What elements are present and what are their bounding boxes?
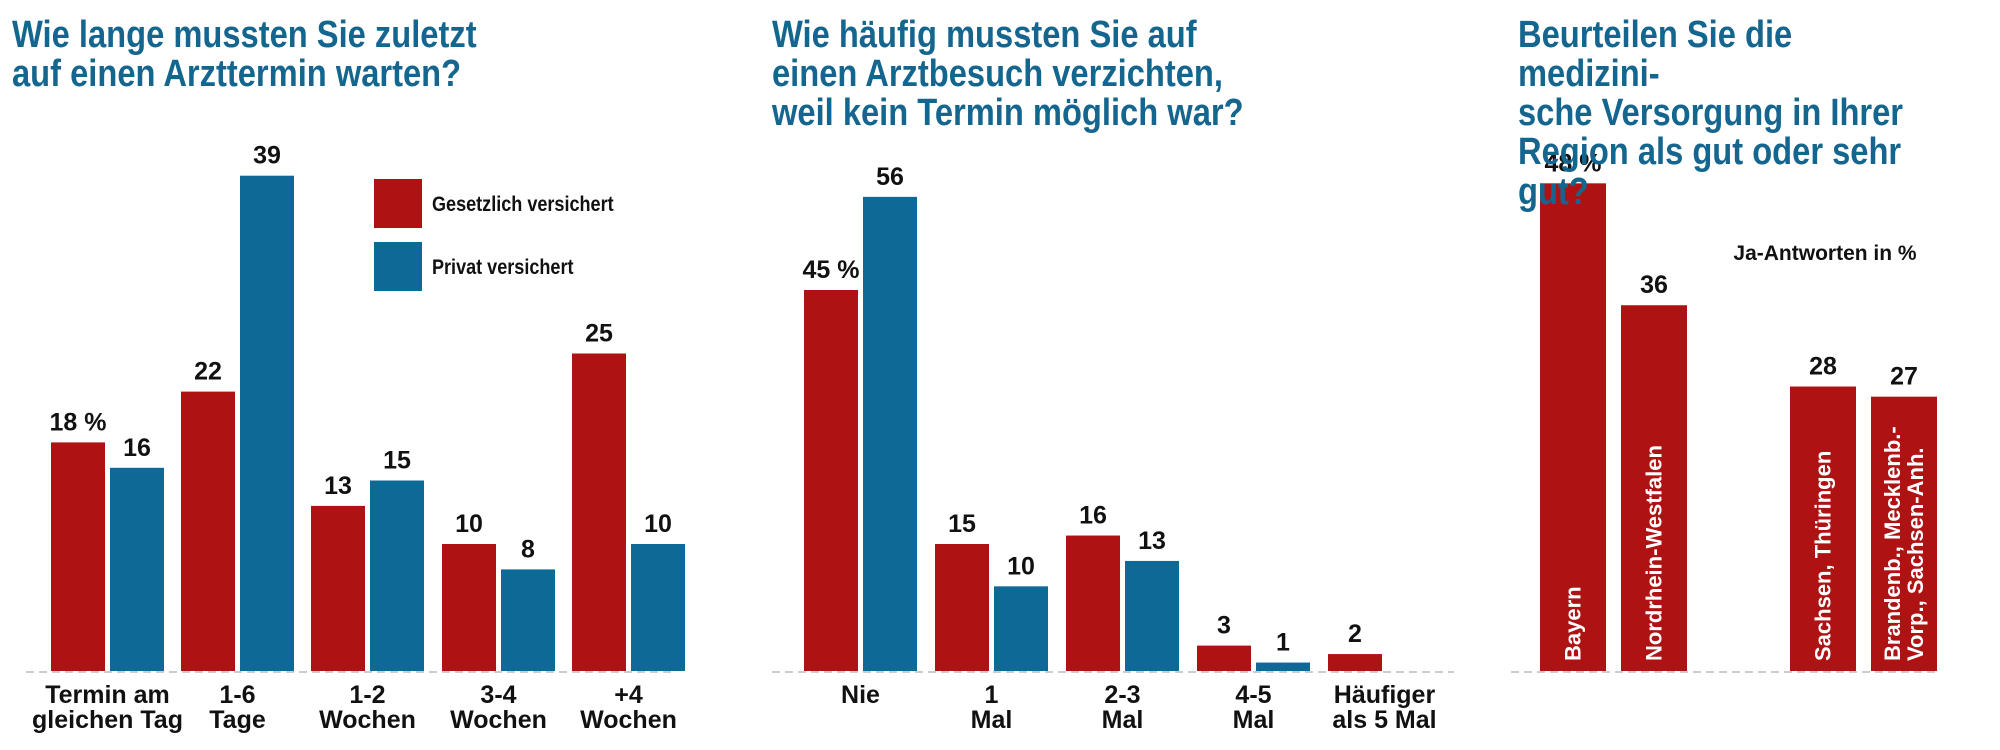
value-label: 8 xyxy=(521,535,535,563)
bar xyxy=(51,442,105,671)
bar xyxy=(572,353,626,671)
legend-swatch xyxy=(374,242,422,291)
value-label: 18 % xyxy=(50,408,107,436)
bar xyxy=(863,196,917,671)
value-label: 3 xyxy=(1217,612,1231,640)
value-label: 13 xyxy=(1138,527,1166,555)
value-label: 1 xyxy=(1276,629,1290,657)
legend-label: Gesetzlich versichert xyxy=(432,193,614,217)
value-label: 22 xyxy=(194,358,222,386)
value-label: 25 xyxy=(585,320,613,348)
value-label: 10 xyxy=(455,510,483,538)
value-label: 13 xyxy=(324,472,352,500)
x-tick-label: Termin am gleichen Tag xyxy=(32,681,183,734)
chart-title: Wie häufig mussten Sie auf einen Arztbes… xyxy=(772,14,1244,135)
bar xyxy=(1621,305,1687,671)
x-tick-label: Sachsen, Thüringen xyxy=(1810,450,1836,661)
bar xyxy=(994,586,1048,671)
bar xyxy=(501,569,555,671)
bar xyxy=(1871,396,1937,671)
x-tick-label: Brandenb., Mecklenb.- Vorp., Sachsen-Anh… xyxy=(1879,426,1928,661)
bar xyxy=(1125,560,1179,671)
value-label: 15 xyxy=(948,510,976,538)
legend-label: Privat versichert xyxy=(432,256,574,280)
x-tick-label: 3-4 Wochen xyxy=(450,681,547,734)
value-label: 10 xyxy=(1007,552,1035,580)
legend-swatch xyxy=(374,179,422,228)
x-tick-label: Häufiger als 5 Mal xyxy=(1332,681,1437,734)
value-label: 28 xyxy=(1809,353,1837,381)
value-label: 16 xyxy=(123,434,151,462)
chart-title: Wie lange mussten Sie zuletzt auf einen … xyxy=(12,14,477,96)
x-tick-label: 1-6 Tage xyxy=(209,681,266,734)
value-label: 2 xyxy=(1348,620,1362,648)
value-label: 39 xyxy=(253,142,281,170)
note: Ja-Antworten in % xyxy=(1733,242,1917,265)
x-tick-label: 1-2 Wochen xyxy=(319,681,416,734)
x-tick-label: 2-3 Mal xyxy=(1101,681,1144,734)
chart-title: Beurteilen Sie die medizini- sche Versor… xyxy=(1518,14,1904,213)
value-label: 27 xyxy=(1890,363,1918,391)
value-label: 56 xyxy=(876,163,904,191)
bar xyxy=(110,467,164,671)
x-tick-label: Bayern xyxy=(1560,586,1586,661)
bar xyxy=(1197,645,1251,671)
bar xyxy=(240,175,294,671)
bar xyxy=(935,544,989,671)
value-label: 16 xyxy=(1079,502,1107,530)
bar xyxy=(442,544,496,671)
bar xyxy=(181,391,235,671)
value-label: 10 xyxy=(644,510,672,538)
bar xyxy=(1256,662,1310,671)
bar xyxy=(311,505,365,671)
bar xyxy=(631,544,685,671)
bar xyxy=(804,290,858,671)
x-tick-label: +4 Wochen xyxy=(580,681,677,734)
value-label: 36 xyxy=(1640,271,1668,299)
bar xyxy=(1066,535,1120,671)
bar xyxy=(1328,654,1382,671)
x-tick-label: Nordrhein-Westfalen xyxy=(1641,445,1667,661)
x-tick-label: 1 Mal xyxy=(970,681,1013,734)
x-tick-label: 4-5 Mal xyxy=(1232,681,1275,734)
bar xyxy=(1540,183,1606,671)
x-tick-label: Nie xyxy=(841,681,880,709)
bar xyxy=(370,480,424,671)
bar xyxy=(1790,386,1856,671)
value-label: 48 % xyxy=(1545,149,1602,177)
value-label: 15 xyxy=(383,447,411,475)
value-label: 45 % xyxy=(803,256,860,284)
